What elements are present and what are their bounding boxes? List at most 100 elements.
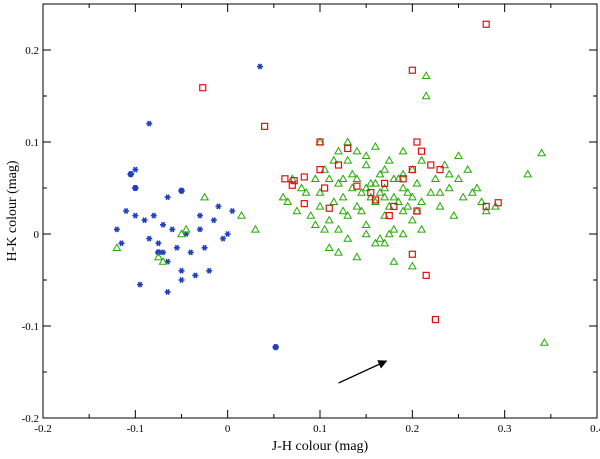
star-point [178, 277, 185, 283]
triangle-point [417, 155, 427, 164]
star-point [256, 63, 263, 70]
triangle-point [338, 192, 348, 201]
triangle-point [407, 192, 417, 201]
x-axis-ticks: -0.2 -0.1 0 0.1 0.2 0.3 0.4 [34, 4, 600, 435]
triangle-point [153, 252, 163, 261]
star-point [201, 244, 208, 251]
triangle-point [361, 220, 371, 228]
triangle-point [398, 183, 408, 192]
triangle-point [412, 178, 422, 187]
star-point [192, 272, 199, 279]
triangle-point [320, 224, 330, 233]
square-point [417, 147, 426, 155]
square-point [408, 250, 416, 258]
triangle-point [366, 178, 376, 187]
star-point [196, 226, 203, 233]
square-point [300, 173, 308, 181]
triangle-point [435, 187, 445, 196]
triangle-point [343, 233, 353, 242]
square-point [482, 202, 490, 210]
x-tick-label: 0 [225, 423, 231, 435]
triangle-point [458, 192, 468, 201]
y-tick-label: -0.2 [22, 413, 39, 425]
triangle-point [315, 187, 325, 196]
triangle-point [200, 192, 210, 201]
triangle-point [417, 197, 427, 205]
star-point [173, 244, 180, 251]
x-tick-label: -0.2 [34, 423, 51, 435]
triangle-point [283, 197, 293, 205]
triangle-point [278, 192, 288, 201]
square-point [316, 166, 324, 174]
x-tick-label: 0.3 [498, 423, 512, 435]
triangle-point [352, 174, 362, 182]
hexagon-point [178, 187, 185, 194]
triangle-point [389, 256, 399, 265]
triangle-point [352, 146, 362, 155]
triangle-point [112, 243, 122, 251]
triangle-point [389, 192, 399, 201]
triangle-point [310, 220, 320, 228]
square-point [321, 184, 329, 192]
x-tick-label: 0.1 [313, 423, 327, 435]
triangle-point [324, 174, 334, 182]
triangle-point [407, 261, 417, 270]
triangle-point [403, 187, 413, 196]
triangle-point [426, 187, 436, 196]
triangle-point [481, 206, 491, 215]
triangle-point [375, 233, 385, 242]
star-point [215, 203, 222, 210]
triangle-point [421, 91, 431, 100]
star-point [178, 267, 185, 274]
triangle-point [250, 224, 260, 233]
square-point [261, 122, 269, 130]
star-point [118, 240, 125, 247]
square-point [353, 182, 361, 190]
triangle-point [158, 256, 168, 265]
data-points [112, 20, 549, 351]
star-point [132, 166, 139, 173]
triangle-point [324, 243, 334, 251]
triangle-point [343, 210, 353, 219]
triangle-point [537, 148, 547, 157]
x-tick-label: 0.4 [590, 423, 600, 435]
annotations [338, 360, 388, 384]
star-point [132, 212, 139, 219]
triangle-point [384, 155, 394, 164]
star-point [210, 217, 217, 224]
triangle-point [435, 201, 445, 210]
triangle-point [361, 229, 371, 238]
triangle-point [403, 201, 413, 210]
star-point [169, 226, 176, 233]
triangle-point [454, 151, 463, 159]
square-point [371, 196, 379, 204]
star-point [160, 221, 167, 228]
triangle-point [361, 183, 371, 192]
x-tick-label: -0.1 [127, 423, 144, 435]
star-point [113, 226, 120, 233]
y-tick-label: 0.1 [25, 137, 39, 149]
y-tick-label: 0 [34, 229, 40, 241]
x-axis-label: J-H colour (mag) [272, 439, 369, 454]
square-point [385, 212, 393, 220]
y-tick-label: -0.1 [22, 321, 39, 333]
triangle-point [454, 174, 463, 182]
square-point [431, 315, 440, 324]
triangle-point [181, 224, 191, 233]
triangle-point [361, 151, 371, 159]
triangle-point [338, 174, 348, 182]
triangle-point [398, 206, 408, 215]
triangle-point [177, 229, 186, 238]
triangle-point [310, 174, 320, 182]
triangle-point [287, 174, 297, 182]
triangle-point [334, 247, 343, 256]
star-point [150, 212, 157, 219]
triangle-point [375, 169, 385, 178]
star-point [136, 281, 143, 288]
triangle-point [430, 174, 440, 182]
triangle-point [463, 164, 473, 173]
triangle-point [334, 224, 343, 233]
square-point [427, 161, 435, 169]
